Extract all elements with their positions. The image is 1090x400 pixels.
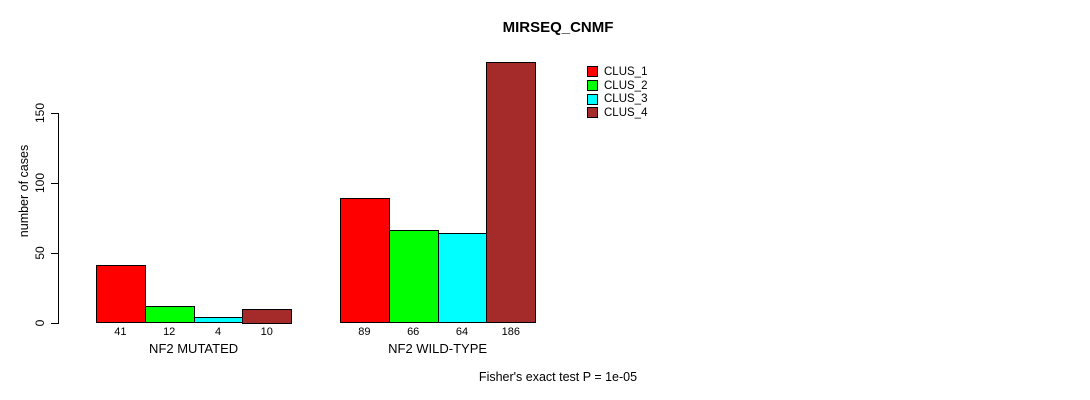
bar-value-label: 41 (114, 326, 127, 338)
y-tick-mark (50, 182, 58, 184)
legend-item-clus_3: CLUS_3 (587, 92, 647, 106)
bar-value-label: 12 (163, 326, 176, 338)
legend-swatch-clus_3 (587, 93, 598, 105)
legend-item-clus_2: CLUS_2 (587, 79, 647, 93)
legend-item-clus_1: CLUS_1 (587, 65, 647, 79)
y-tick-label: 50 (33, 245, 47, 260)
y-tick-mark (50, 112, 58, 114)
bar-clus_3-1 (193, 316, 244, 324)
bar-clus_1-2 (340, 197, 390, 324)
y-axis-line (57, 112, 59, 324)
legend-item-clus_4: CLUS_4 (587, 106, 647, 120)
annotation-fishers-test: Fisher's exact test P = 1e-05 (478, 370, 638, 384)
bar-clus_4-1 (242, 308, 293, 324)
bar-clus_2-2 (388, 230, 439, 324)
legend-swatch-clus_2 (587, 80, 598, 92)
legend-label: CLUS_1 (604, 65, 648, 78)
x-category-label: NF2 WILD-TYPE (388, 341, 488, 356)
y-tick-label: 100 (33, 172, 47, 193)
legend-label: CLUS_2 (604, 79, 648, 92)
y-tick-mark (50, 322, 58, 324)
bar-value-label: 186 (501, 326, 520, 338)
x-category-label: NF2 MUTATED (149, 341, 239, 356)
y-tick-label: 0 (33, 319, 47, 326)
bar-clus_1-1 (96, 265, 146, 324)
chart-title: MIRSEQ_CNMF (502, 19, 614, 36)
bar-clus_3-2 (437, 232, 488, 324)
bar-value-label: 64 (455, 326, 469, 338)
bar-clus_2-1 (144, 305, 195, 324)
y-axis-label: number of cases (17, 144, 31, 238)
legend-label: CLUS_3 (604, 93, 648, 106)
bar-value-label: 10 (260, 326, 273, 338)
legend-label: CLUS_4 (604, 106, 648, 119)
legend: CLUS_1 CLUS_2 CLUS_3 CLUS_4 (587, 65, 647, 120)
y-tick-label: 150 (33, 102, 47, 123)
legend-swatch-clus_4 (587, 107, 598, 119)
bar-value-label: 4 (214, 326, 222, 338)
bar-value-label: 66 (407, 326, 420, 338)
legend-swatch-clus_1 (587, 66, 598, 78)
y-tick-mark (50, 252, 58, 254)
bar-clus_4-2 (486, 62, 537, 324)
bar-value-label: 89 (358, 326, 371, 338)
